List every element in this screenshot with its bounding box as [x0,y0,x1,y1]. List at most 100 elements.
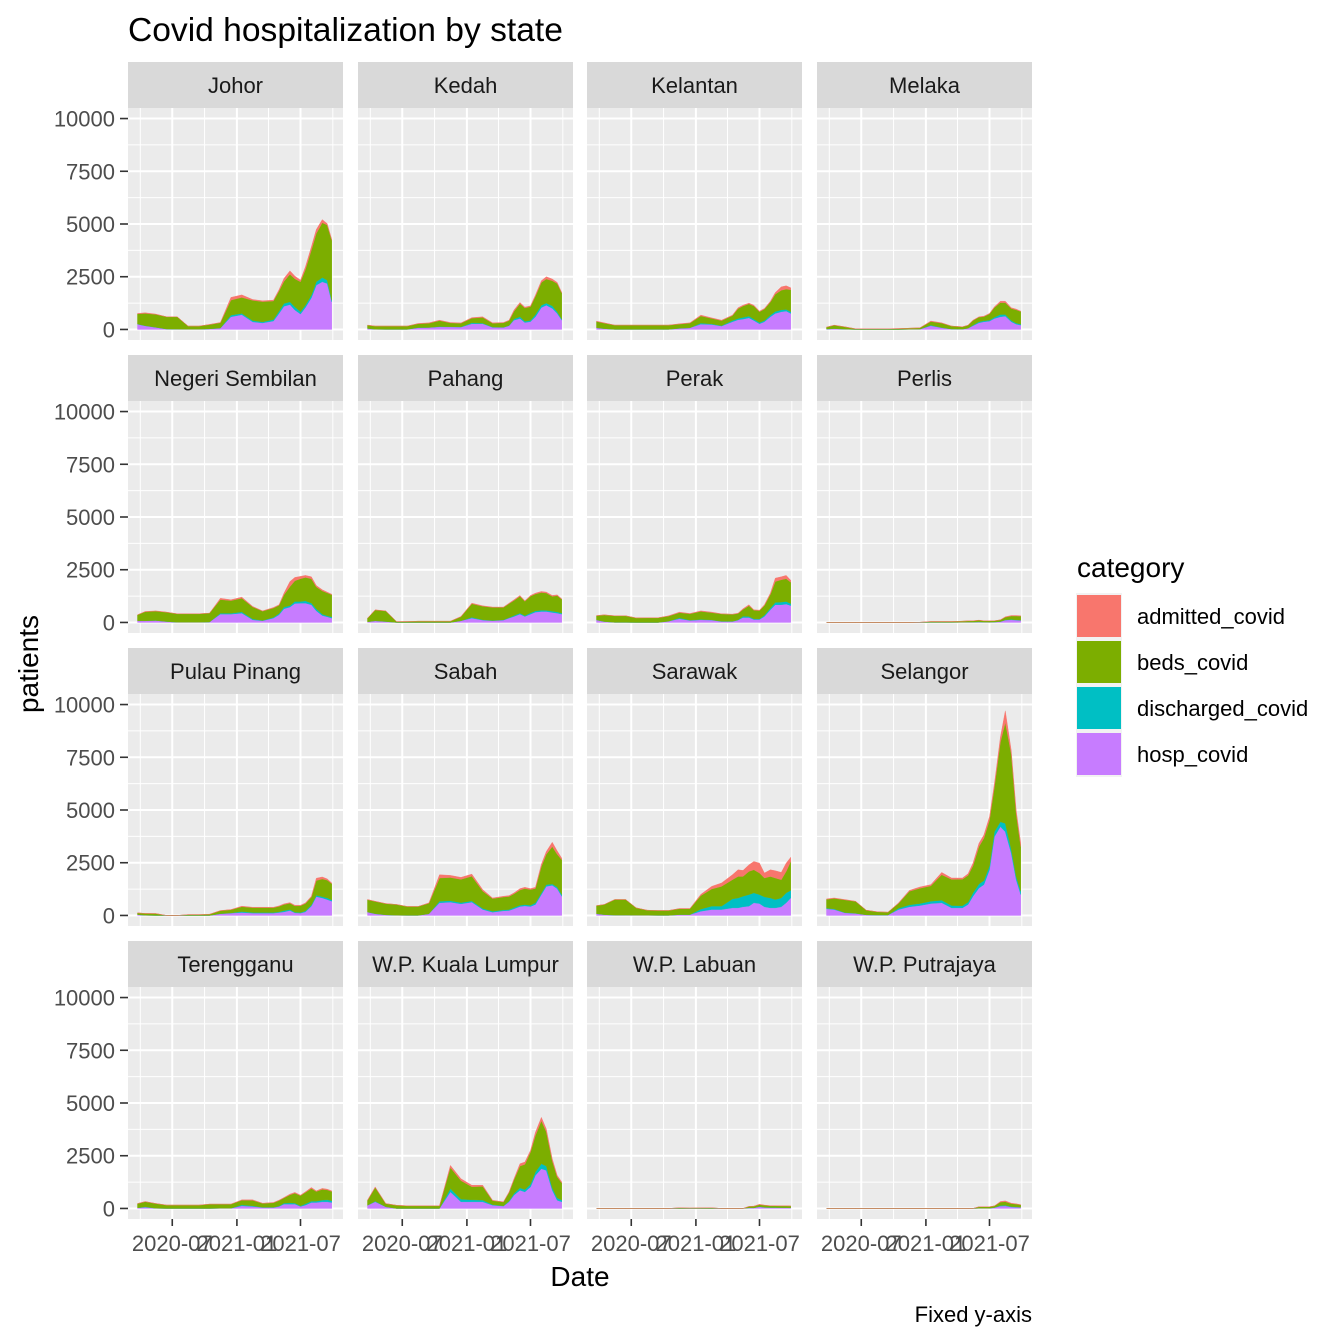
bars-admitted-covid [137,575,332,616]
x-tick-label: 2021-07 [949,1231,1030,1256]
strip-label: Melaka [889,73,961,98]
x-tick-label: 2021-01 [886,1231,967,1256]
strip-background [358,941,573,987]
strip-label: Sarawak [652,659,739,684]
strip-background [817,62,1032,108]
y-tick-label: 5000 [66,505,115,530]
stacked-bars [596,575,791,623]
strip-label: Terengganu [177,952,293,977]
panel-pulau-pinang: Pulau Pinang 0 2500 5000 7500 10000 [54,648,343,928]
plot-caption: Fixed y-axis [915,1302,1032,1327]
y-tick-label: 7500 [66,745,115,770]
stacked-bars [596,856,791,916]
panel-melaka: Melaka [817,62,1032,340]
stacked-bars [596,285,791,330]
strip-label: Pahang [428,366,504,391]
stacked-bars [367,591,562,623]
strip-label: Perak [666,366,724,391]
chart-title: Covid hospitalization by state [128,12,563,49]
stacked-bars [137,575,332,623]
legend-swatch [1077,595,1121,637]
panel-sarawak: Sarawak [587,648,802,926]
stacked-bars [137,876,332,916]
strip-background [128,62,343,108]
x-tick-label: 2020-07 [591,1231,672,1256]
x-axis-title: Date [550,1261,609,1292]
panel-perak: Perak [587,355,802,633]
strip-background [587,941,802,987]
x-tick-label: 2020-07 [362,1231,443,1256]
strip-background [587,62,802,108]
x-tick-label: 2021-01 [656,1231,737,1256]
strip-label: W.P. Kuala Lumpur [372,952,559,977]
strip-label: Negeri Sembilan [154,366,317,391]
x-tick-label: 2021-01 [427,1231,508,1256]
panel-kelantan: Kelantan [587,62,802,340]
strip-background [358,648,573,694]
bars-admitted-covid [596,285,791,326]
strip-background [817,648,1032,694]
stacked-bars [826,300,1021,330]
strip-background [587,648,802,694]
strip-label: Kedah [434,73,498,98]
stacked-bars [826,710,1021,916]
bars-admitted-covid [137,876,332,916]
strip-background [358,355,573,401]
legend-item-hosp-covid: hosp_covid [1076,731,1248,777]
strip-background [128,355,343,401]
panel-johor: Johor 0 2500 5000 7500 10000 [54,62,343,342]
bars-admitted-covid [367,1116,562,1207]
stacked-bars [367,276,562,330]
x-tick-label: 2021-07 [719,1231,800,1256]
panel-perlis: Perlis [817,355,1032,633]
legend-item-discharged-covid: discharged_covid [1076,685,1308,731]
bars-admitted-covid [596,1204,791,1209]
legend-item-admitted-covid: admitted_covid [1076,593,1285,639]
stacked-bars [367,841,562,916]
bars-admitted-covid [826,710,1021,913]
legend-label: discharged_covid [1137,696,1308,721]
y-tick-label: 2500 [66,558,115,583]
strip-label: Perlis [897,366,952,391]
bars-admitted-covid [826,300,1021,330]
x-tick-label: 2021-07 [260,1231,341,1256]
bars-admitted-covid [596,575,791,619]
panel-pahang: Pahang [358,355,573,633]
strip-background [128,941,343,987]
strip-label: W.P. Labuan [633,952,756,977]
y-tick-label: 2500 [66,265,115,290]
y-axis-title: patients [13,615,44,713]
legend: category admitted_covid beds_covid disch… [1076,552,1308,777]
y-tick-label: 0 [103,317,115,342]
panel-sabah: Sabah [358,648,573,926]
y-tick-label: 5000 [66,1091,115,1116]
strip-label: Kelantan [651,73,738,98]
bars-admitted-covid [367,276,562,327]
y-tick-label: 10000 [54,986,115,1011]
y-tick-label: 2500 [66,1144,115,1169]
stacked-bars [367,1116,562,1209]
strip-label: Pulau Pinang [170,659,301,684]
strip-label: Sabah [434,659,498,684]
panel-kedah: Kedah [358,62,573,340]
y-tick-label: 7500 [66,159,115,184]
stacked-bars [596,1204,791,1209]
bars-admitted-covid [826,615,1021,623]
strip-label: Johor [208,73,263,98]
strip-background [817,355,1032,401]
bars-admitted-covid [137,1187,332,1206]
y-tick-label: 7500 [66,1038,115,1063]
panel-selangor: Selangor [817,648,1032,926]
strip-background [817,941,1032,987]
y-tick-label: 7500 [66,452,115,477]
strip-background [587,355,802,401]
strip-background [128,648,343,694]
stacked-bars [826,1200,1021,1209]
panel-terengganu: Terengganu0250050007500100002020-072021-… [54,941,343,1256]
panel-negeri-sembilan: Negeri Sembilan 0 2500 5000 7500 10000 [54,355,343,635]
bars-admitted-covid [367,591,562,622]
legend-item-beds-covid: beds_covid [1076,639,1248,685]
